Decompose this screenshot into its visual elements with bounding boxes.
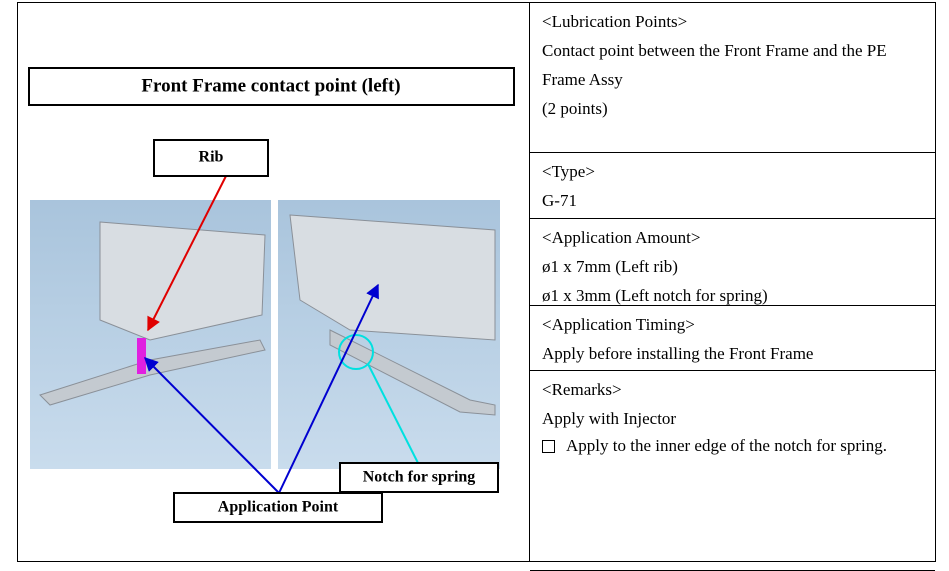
frame-shape (289, 214, 496, 341)
section: <Lubrication Points> Contact point betwee… (530, 3, 935, 153)
section-heading: <Lubrication Points> (542, 12, 688, 31)
frame-shape (329, 329, 496, 416)
figure: Front Frame contact point (left) Rib Not… (28, 67, 515, 523)
section: <Application Timing> Apply before install… (530, 306, 935, 371)
notch-highlight (338, 334, 374, 370)
arrow (367, 363, 419, 464)
section-line: Apply before installing the Front Frame (542, 344, 814, 363)
section-line: (2 points) (542, 99, 608, 118)
figure-title: Front Frame contact point (left) (141, 75, 400, 96)
label-box (173, 492, 383, 523)
arrow (278, 283, 379, 494)
application-point-label: Application Point (218, 499, 339, 516)
notch-label: Notch for spring (363, 469, 476, 486)
checklist-item: Apply to the inner edge of the notch for… (542, 433, 925, 459)
section-line: ø1 x 3mm (Left notch for spring) (542, 286, 768, 305)
rib-label: Rib (199, 149, 224, 166)
section-heading: <Application Amount> (542, 228, 701, 247)
info-cell: <Lubrication Points> Contact point betwee… (530, 2, 936, 571)
arrow (144, 357, 280, 494)
arrow (147, 175, 227, 332)
section-line: Apply with Injector (542, 409, 677, 428)
label-box (339, 462, 499, 493)
checkbox (542, 440, 555, 453)
label-box (153, 139, 269, 177)
section: <Type> G-71 (530, 153, 935, 219)
section-line: G-71 (542, 191, 577, 210)
section-heading: <Remarks> (542, 380, 622, 399)
title-box (28, 67, 515, 106)
page: <Lubrication Points> Contact point betwee… (17, 2, 936, 571)
section-line: Contact point between the Front Frame an… (542, 41, 887, 89)
section-heading: <Type> (542, 162, 595, 181)
section-line: ø1 x 7mm (Left rib) (542, 257, 678, 276)
rib-highlight (137, 338, 146, 374)
section: <Application Amount> ø1 x 7mm (Left rib) ø… (530, 219, 935, 306)
section-heading: <Application Timing> (542, 315, 695, 334)
checklist-text: Apply to the inner edge of the notch for… (566, 436, 888, 455)
section: <Remarks> Apply with Injector Apply to the… (530, 371, 935, 571)
frame-shape (99, 221, 266, 341)
